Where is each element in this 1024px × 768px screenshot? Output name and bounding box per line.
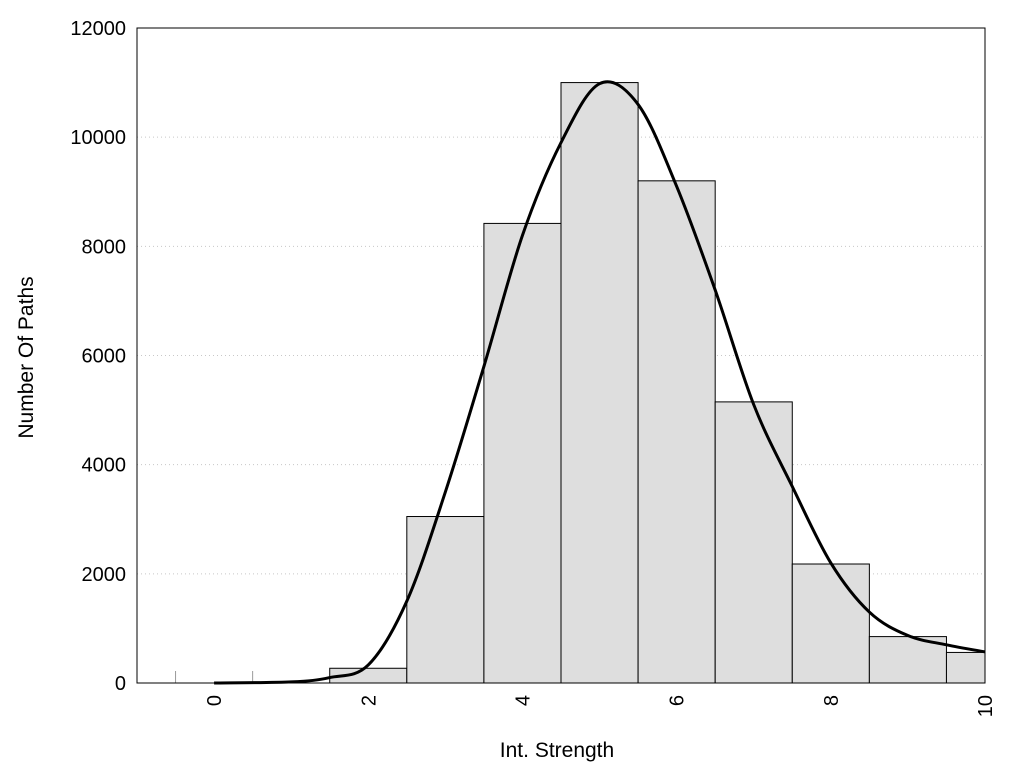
- histogram-bar: [560, 82, 639, 684]
- y-tick-label: 6000: [82, 346, 127, 368]
- density-curve-layer: [214, 80, 986, 685]
- y-tick-label: 12000: [70, 18, 126, 40]
- x-axis-ticks: 0 2 4 6 8 10: [204, 695, 997, 717]
- x-tick-label: 4: [512, 695, 534, 706]
- histogram-bar: [791, 563, 870, 684]
- x-tick-label: 6: [667, 695, 689, 706]
- x-tick-label: 8: [821, 695, 843, 706]
- x-axis-title: Int. Strength: [500, 739, 614, 762]
- plot-frame: [136, 27, 986, 684]
- y-tick-label: 0: [115, 673, 126, 695]
- y-tick-label: 4000: [82, 455, 127, 477]
- y-tick-label: 8000: [82, 236, 127, 258]
- x-tick-label: 0: [204, 695, 226, 706]
- histogram-bar: [406, 516, 485, 684]
- x-tick-label: 10: [975, 695, 997, 717]
- x-tick-label: 2: [358, 695, 380, 706]
- y-axis-title: Number Of Paths: [15, 276, 38, 438]
- histogram-bars: [175, 82, 986, 684]
- density-curve: [214, 80, 986, 685]
- histogram-bar: [483, 222, 562, 684]
- y-axis-ticks: 0 2000 4000 6000 8000 10000 12000: [70, 18, 126, 695]
- y-tick-label: 10000: [70, 127, 126, 149]
- histogram-bar: [945, 651, 986, 684]
- y-tick-label: 2000: [82, 564, 127, 586]
- histogram-bar: [714, 401, 793, 684]
- histogram-bar: [637, 180, 716, 684]
